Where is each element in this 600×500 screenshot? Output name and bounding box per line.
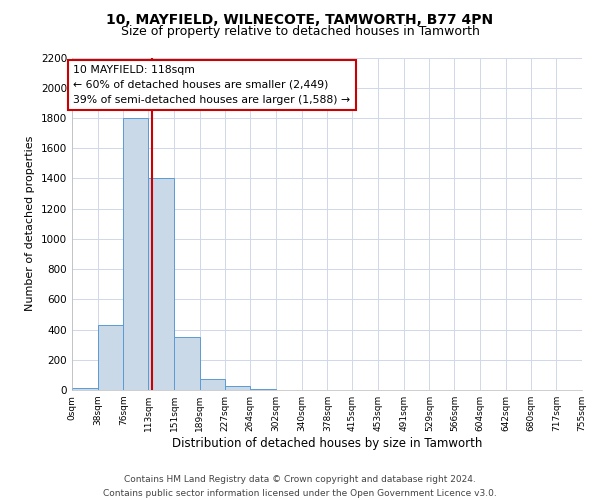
X-axis label: Distribution of detached houses by size in Tamworth: Distribution of detached houses by size … bbox=[172, 437, 482, 450]
Bar bbox=[72, 388, 98, 390]
Bar bbox=[200, 378, 226, 390]
Text: Contains HM Land Registry data © Crown copyright and database right 2024.
Contai: Contains HM Land Registry data © Crown c… bbox=[103, 476, 497, 498]
Text: 10, MAYFIELD, WILNECOTE, TAMWORTH, B77 4PN: 10, MAYFIELD, WILNECOTE, TAMWORTH, B77 4… bbox=[106, 12, 494, 26]
Bar bbox=[124, 118, 148, 390]
Text: 10 MAYFIELD: 118sqm
← 60% of detached houses are smaller (2,449)
39% of semi-det: 10 MAYFIELD: 118sqm ← 60% of detached ho… bbox=[73, 65, 350, 104]
Bar bbox=[250, 389, 276, 390]
Bar bbox=[174, 337, 200, 390]
Bar bbox=[98, 325, 124, 390]
Bar bbox=[226, 386, 250, 390]
Text: Size of property relative to detached houses in Tamworth: Size of property relative to detached ho… bbox=[121, 25, 479, 38]
Y-axis label: Number of detached properties: Number of detached properties bbox=[25, 136, 35, 312]
Bar bbox=[148, 178, 174, 390]
